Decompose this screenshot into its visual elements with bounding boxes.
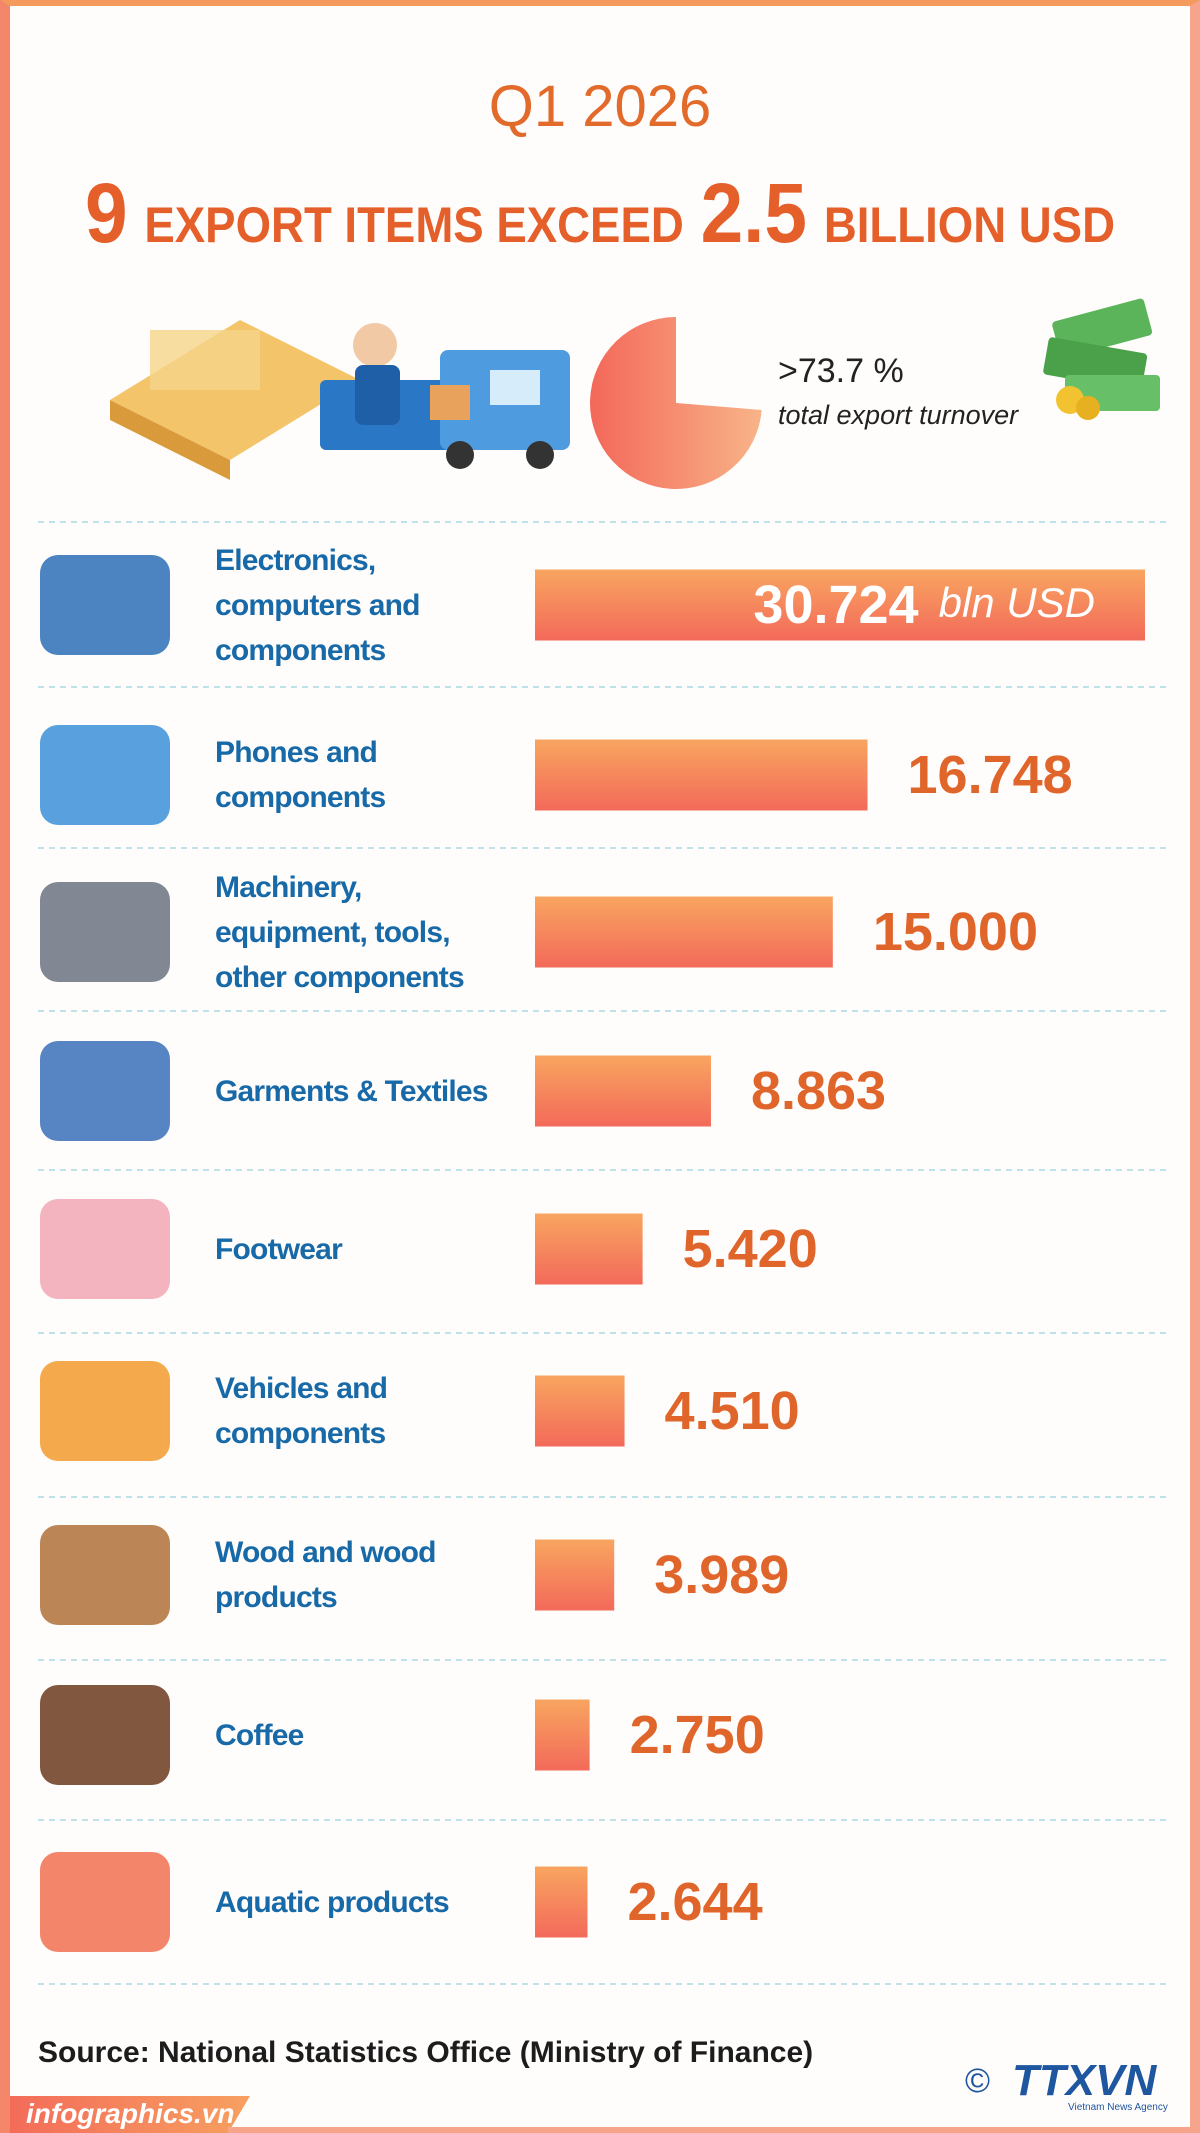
agency-sub: Vietnam News Agency	[1068, 2102, 1168, 2113]
site: infographics.vn	[26, 2098, 234, 2129]
category-label: Machinery, equipment, tools, other compo…	[215, 870, 465, 994]
value-label: 2.750	[630, 1705, 765, 1765]
money-icon	[1043, 298, 1160, 420]
row-icon	[40, 1685, 170, 1785]
source: Source: National Statistics Office (Mini…	[38, 2036, 813, 2069]
row-icon	[40, 1041, 170, 1141]
row-icon	[40, 1852, 170, 1952]
value-label: 5.420	[683, 1219, 818, 1279]
category-label: Phones and components	[215, 736, 386, 814]
bar	[535, 1375, 625, 1447]
footer-band	[10, 2096, 250, 2133]
category-label: Garments & Textiles	[215, 1074, 488, 1108]
category-label: Wood and wood products	[215, 1536, 436, 1614]
bar	[535, 1866, 588, 1938]
value-label: 16.748	[908, 745, 1073, 805]
row-icon	[40, 1525, 170, 1625]
copyright: ©	[965, 2062, 990, 2100]
agency-logo: TTXVN	[1012, 2056, 1157, 2105]
unit-label: bln USD	[939, 579, 1095, 626]
bar	[535, 896, 833, 968]
highlight-label: >73.7 %	[778, 352, 904, 390]
bar	[535, 569, 1145, 641]
category-label: Aquatic products	[215, 1885, 450, 1919]
pie-slice	[589, 317, 762, 489]
row-icon	[40, 555, 170, 655]
highlight-note: total export turnover	[778, 400, 1019, 430]
value-label: 4.510	[665, 1381, 800, 1441]
category-label: Electronics, computers and components	[215, 543, 420, 667]
headline-text: BILLION USD	[824, 197, 1115, 253]
footer-line	[228, 2127, 1190, 2133]
value-label: 2.644	[627, 1872, 762, 1932]
row-icon	[40, 882, 170, 982]
category-label: Footwear	[215, 1232, 343, 1266]
bar	[535, 1699, 590, 1771]
value-label: 15.000	[873, 902, 1038, 962]
bar	[535, 1213, 643, 1285]
illustration	[110, 320, 570, 480]
headline: 9 EXPORT ITEMS EXCEED 2.5 BILLION USD	[85, 166, 1115, 260]
subtitle: Q1 2026	[489, 74, 712, 139]
bar	[535, 1055, 711, 1127]
headline-text: EXPORT ITEMS EXCEED	[144, 197, 683, 253]
row-icon	[40, 1199, 170, 1299]
category-label: Vehicles and components	[215, 1372, 388, 1450]
value-label: 3.989	[654, 1545, 789, 1605]
category-label: Coffee	[215, 1718, 304, 1752]
row-icon	[40, 1361, 170, 1461]
headline-number: 9	[85, 166, 128, 260]
bar	[535, 739, 868, 811]
value-label: 8.863	[751, 1061, 886, 1121]
bar	[535, 1539, 615, 1611]
value-label: 30.724	[753, 575, 918, 635]
headline-number: 2.5	[701, 166, 807, 260]
row-icon	[40, 725, 170, 825]
